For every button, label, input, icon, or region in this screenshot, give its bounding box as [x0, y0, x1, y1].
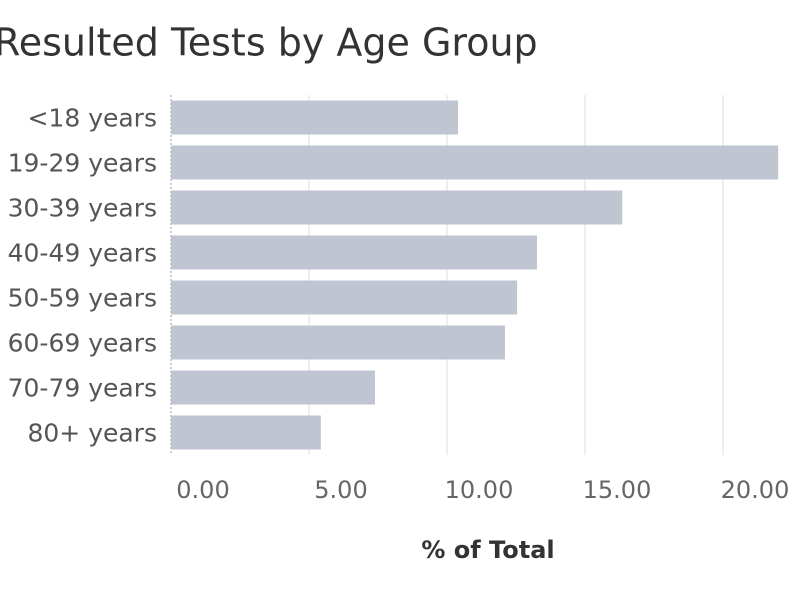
bar — [171, 415, 321, 450]
bar — [171, 325, 505, 360]
bar — [171, 100, 459, 135]
x-tick-label: 20.00 — [721, 476, 790, 504]
x-tick-label: 10.00 — [445, 476, 514, 504]
y-tick-label: 40-49 years — [8, 239, 157, 268]
y-tick-label: 70-79 years — [8, 374, 157, 403]
bar — [171, 370, 375, 405]
x-tick-label: 5.00 — [314, 476, 367, 504]
y-tick-label: 80+ years — [27, 419, 157, 448]
bar — [171, 145, 779, 180]
bar — [171, 190, 623, 225]
chart-title: Resulted Tests by Age Group — [0, 21, 538, 65]
x-tick-label: 15.00 — [583, 476, 652, 504]
y-tick-label: 19-29 years — [8, 149, 157, 178]
bar — [171, 280, 518, 315]
x-axis-title: % of Total — [421, 536, 554, 564]
y-tick-label: 30-39 years — [8, 194, 157, 223]
y-tick-label: <18 years — [27, 104, 157, 133]
x-tick-label: 0.00 — [176, 476, 229, 504]
y-tick-label: 60-69 years — [8, 329, 157, 358]
y-tick-label: 50-59 years — [8, 284, 157, 313]
bar — [171, 235, 537, 270]
